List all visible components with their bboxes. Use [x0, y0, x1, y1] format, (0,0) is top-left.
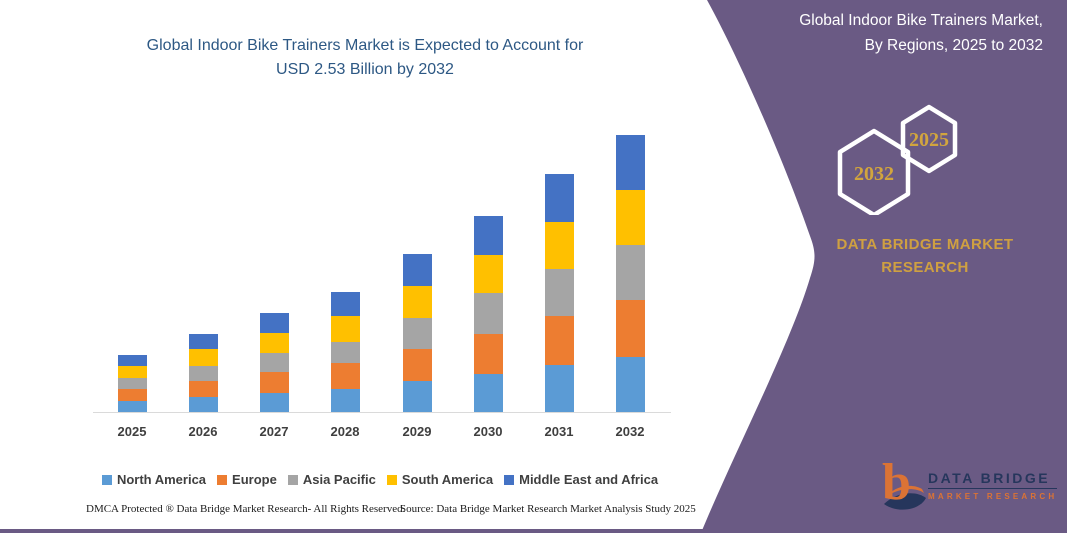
legend-swatch-icon [101, 474, 112, 485]
legend-item-south-america: South America [386, 472, 494, 487]
legend-item-middle-east-and-africa: Middle East and Africa [504, 472, 658, 487]
logo-wordmark-line2: MARKET RESEARCH [928, 492, 1058, 501]
x-axis-label-2027: 2027 [259, 424, 289, 439]
legend-swatch-icon [386, 474, 397, 485]
bar-segment-asia-pacific-2027 [259, 352, 289, 373]
bar-segment-middle-east-and-africa-2027 [259, 313, 289, 333]
legend-item-europe: Europe [217, 472, 277, 487]
brand-text: DATA BRIDGE MARKET RESEARCH [795, 233, 1055, 279]
bar-segment-south-america-2030 [473, 255, 503, 294]
legend-label: South America [401, 472, 494, 487]
bar-segment-middle-east-and-africa-2031 [544, 173, 574, 223]
bar-segment-middle-east-and-africa-2032 [615, 135, 645, 191]
bar-segment-north-america-2027 [259, 393, 289, 413]
legend-swatch-icon [217, 474, 228, 485]
bar-segment-europe-2028 [330, 362, 360, 389]
x-axis-line [93, 412, 671, 413]
chart-title: Global Indoor Bike Trainers Market is Ex… [60, 34, 670, 82]
bar-segment-south-america-2027 [259, 332, 289, 353]
panel-heading-line1: Global Indoor Bike Trainers Market, [799, 12, 1043, 29]
legend-item-asia-pacific: Asia Pacific [287, 472, 376, 487]
bar-segment-middle-east-and-africa-2025 [117, 354, 147, 366]
logo-swoosh-icon [884, 485, 926, 510]
hexagon-2032-year: 2032 [854, 163, 894, 185]
bar-segment-europe-2025 [117, 388, 147, 401]
legend-label: Middle East and Africa [519, 472, 659, 487]
x-axis-label-2031: 2031 [544, 424, 574, 439]
bar-segment-south-america-2029 [402, 285, 432, 318]
x-axis-label-2030: 2030 [473, 424, 503, 439]
hexagon-2025-year: 2025 [909, 129, 949, 151]
bar-segment-north-america-2025 [117, 400, 147, 413]
bottom-purple-rule [0, 529, 1067, 533]
bar-segment-asia-pacific-2031 [544, 269, 574, 317]
bar-segment-middle-east-and-africa-2028 [330, 292, 360, 317]
bar-segment-asia-pacific-2025 [117, 377, 147, 389]
x-axis-label-2029: 2029 [402, 424, 432, 439]
bar-segment-south-america-2025 [117, 365, 147, 378]
bar-segment-asia-pacific-2026 [188, 365, 218, 382]
data-bridge-logo: b DATA BRIDGE MARKET RESEARCH [882, 454, 1058, 518]
legend-label: Europe [232, 472, 277, 487]
chart-title-line2: USD 2.53 Billion by 2032 [276, 61, 454, 78]
x-axis-label-2025: 2025 [117, 424, 147, 439]
bar-segment-south-america-2028 [330, 316, 360, 342]
hexagon-2032-outline [837, 128, 911, 215]
legend-label: Asia Pacific [302, 472, 376, 487]
legend-label: North America [116, 472, 207, 487]
footer-source-text: Source: Data Bridge Market Research Mark… [400, 503, 696, 515]
hexagon-2025-outline [900, 104, 958, 174]
bar-segment-north-america-2031 [544, 364, 574, 413]
purple-panel-path [701, 0, 1067, 533]
bar-segment-asia-pacific-2029 [402, 317, 432, 350]
bar-segment-north-america-2028 [330, 388, 360, 413]
bar-segment-europe-2032 [615, 300, 645, 358]
bar-segment-europe-2027 [259, 372, 289, 394]
logo-wordmark: DATA BRIDGE MARKET RESEARCH [928, 470, 1058, 501]
brand-text-line1: DATA BRIDGE MARKET [836, 236, 1014, 253]
bar-segment-south-america-2026 [188, 349, 218, 366]
bar-segment-south-america-2032 [615, 190, 645, 246]
bar-segment-north-america-2029 [402, 381, 432, 413]
bar-segment-asia-pacific-2028 [330, 341, 360, 363]
brand-text-line2: RESEARCH [881, 259, 969, 276]
logo-wordmark-line1: DATA BRIDGE [928, 470, 1058, 489]
plot-area [117, 135, 645, 413]
bar-segment-south-america-2031 [544, 222, 574, 270]
bar-segment-north-america-2030 [473, 373, 503, 413]
legend-swatch-icon [287, 474, 298, 485]
bar-segment-europe-2031 [544, 316, 574, 365]
legend-swatch-icon [504, 474, 515, 485]
bar-segment-asia-pacific-2032 [615, 245, 645, 300]
bar-segment-middle-east-and-africa-2029 [402, 253, 432, 286]
bar-segment-north-america-2032 [615, 357, 645, 413]
bar-segment-europe-2030 [473, 334, 503, 374]
bar-segment-europe-2026 [188, 381, 218, 397]
bar-segment-asia-pacific-2030 [473, 293, 503, 334]
panel-heading-line2: By Regions, 2025 to 2032 [864, 37, 1043, 54]
legend-item-north-america: North America [101, 472, 207, 487]
footer-dmca-text: DMCA Protected ® Data Bridge Market Rese… [86, 503, 406, 515]
bar-segment-europe-2029 [402, 349, 432, 382]
x-axis-label-2026: 2026 [188, 424, 218, 439]
bar-segment-middle-east-and-africa-2026 [188, 334, 218, 350]
x-axis-label-2032: 2032 [615, 424, 645, 439]
bar-segment-middle-east-and-africa-2030 [473, 215, 503, 256]
logo-b-mark: b [882, 454, 911, 511]
chart-legend: North America Europe Asia Pacific South Ame… [80, 472, 680, 487]
panel-heading: Global Indoor Bike Trainers Market, By R… [740, 8, 1043, 58]
bar-segment-north-america-2026 [188, 396, 218, 413]
year-hexagons: 2032 2025 [837, 104, 958, 215]
x-axis-label-2028: 2028 [330, 424, 360, 439]
chart-title-line1: Global Indoor Bike Trainers Market is Ex… [146, 37, 584, 54]
